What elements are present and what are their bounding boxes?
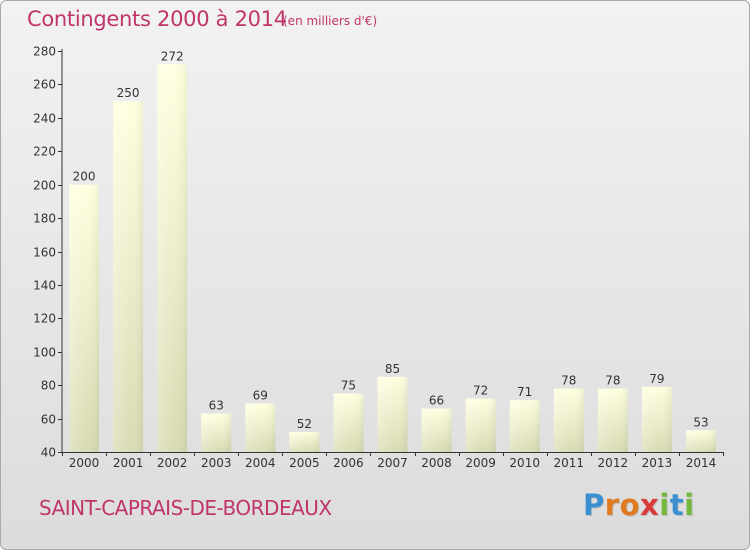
bar-value-label: 69 [253, 389, 268, 403]
y-tick-label: 240 [33, 112, 56, 126]
y-tick-label: 220 [33, 145, 56, 159]
logo-letter: P [583, 488, 605, 522]
bar-value-label: 71 [517, 385, 532, 399]
x-tick-label: 2012 [598, 456, 629, 470]
bar-value-label: 250 [117, 86, 140, 100]
proxiti-logo[interactable]: Proxiti [583, 488, 695, 522]
bar-shade [289, 431, 320, 452]
x-tick-label: 2008 [421, 456, 452, 470]
x-tick-label: 2001 [113, 456, 144, 470]
chart-title: Contingents 2000 à 2014 [27, 7, 287, 31]
y-tick-label: 180 [33, 212, 56, 226]
x-tick-label: 2014 [686, 456, 717, 470]
bar-value-label: 75 [341, 379, 356, 393]
logo-letter: i [659, 488, 670, 522]
bar-shade [597, 388, 628, 452]
bar-value-label: 52 [297, 417, 312, 431]
y-tick-label: 60 [41, 413, 56, 427]
logo-letter: x [640, 488, 660, 522]
y-tick-label: 80 [41, 379, 56, 393]
x-tick-label: 2005 [289, 456, 320, 470]
y-tick-label: 260 [33, 78, 56, 92]
bar-shade [113, 101, 144, 452]
bar-shade [69, 184, 100, 452]
bar-shade [553, 388, 584, 452]
bar-value-label: 200 [73, 170, 96, 184]
logo-letter: r [604, 488, 620, 522]
y-tick-label: 280 [33, 45, 56, 59]
x-tick-label: 2010 [509, 456, 540, 470]
bar-shade [465, 398, 496, 452]
x-tick-label: 2003 [201, 456, 232, 470]
y-tick-label: 40 [41, 446, 56, 460]
y-tick-label: 200 [33, 179, 56, 193]
bar-shade [377, 376, 408, 452]
bar-value-label: 63 [209, 399, 224, 413]
bar-value-label: 78 [561, 374, 576, 388]
y-tick-label: 120 [33, 312, 56, 326]
logo-letter: o [619, 488, 641, 522]
bar-value-label: 79 [649, 372, 664, 386]
bar-shade [641, 386, 672, 452]
bar-shade [201, 413, 232, 452]
bar-shade [685, 430, 716, 452]
bars-layer [69, 64, 716, 452]
bar-value-label: 66 [429, 394, 444, 408]
x-tick-label: 2007 [377, 456, 408, 470]
bar-shade [245, 403, 276, 452]
logo-letter: t [669, 488, 685, 522]
labels-layer: 200 2000 250 2001 272 2002 63 2003 69 2004 52 2005 7… [69, 49, 716, 470]
bar-shade [157, 64, 188, 452]
y-tick-label: 100 [33, 346, 56, 360]
bar-value-label: 272 [161, 49, 184, 63]
x-tick-label: 2004 [245, 456, 276, 470]
chart-subtitle: (en milliers d'€) [283, 14, 378, 28]
y-tick-label: 160 [33, 246, 56, 260]
bar-shade [421, 408, 452, 452]
x-tick-label: 2013 [642, 456, 673, 470]
x-tick-label: 2000 [69, 456, 100, 470]
bar-value-label: 72 [473, 384, 488, 398]
x-tick-label: 2009 [465, 456, 496, 470]
bar-shade [509, 400, 540, 452]
bar-value-label: 53 [693, 415, 708, 429]
axes-layer: 40 60 80 100 120 140 160 180 200 220 240 260 280 [33, 45, 724, 460]
x-tick-label: 2006 [333, 456, 364, 470]
bar-value-label: 85 [385, 362, 400, 376]
logo-letter: i [684, 488, 695, 522]
bar-value-label: 78 [605, 374, 620, 388]
x-tick-label: 2002 [157, 456, 188, 470]
x-tick-label: 2011 [553, 456, 584, 470]
bar-shade [333, 393, 364, 452]
y-tick-label: 140 [33, 279, 56, 293]
commune-name: SAINT-CAPRAIS-DE-BORDEAUX [39, 496, 332, 520]
